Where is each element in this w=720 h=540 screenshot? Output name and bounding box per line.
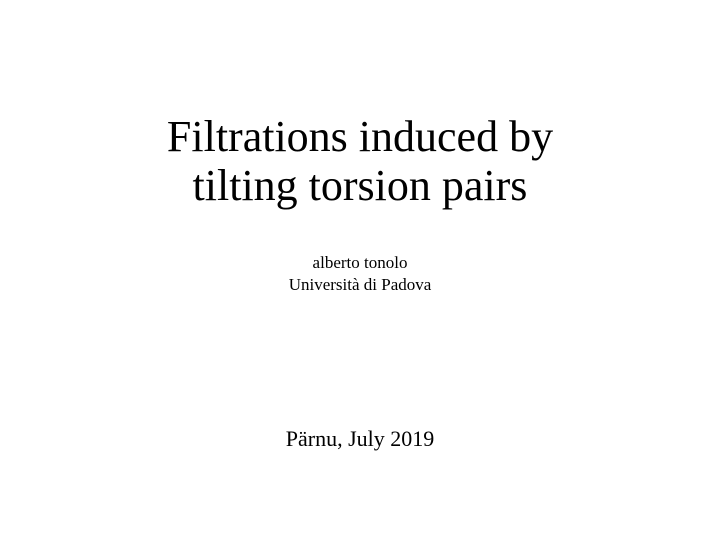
title-block: Filtrations induced by tilting torsion p… bbox=[0, 112, 720, 211]
slide-container: Filtrations induced by tilting torsion p… bbox=[0, 0, 720, 540]
title-line-2: tilting torsion pairs bbox=[0, 161, 720, 210]
venue-text: Pärnu, July 2019 bbox=[0, 426, 720, 452]
author-name: alberto tonolo bbox=[0, 252, 720, 274]
venue-block: Pärnu, July 2019 bbox=[0, 426, 720, 452]
author-block: alberto tonolo Università di Padova bbox=[0, 252, 720, 296]
author-affiliation: Università di Padova bbox=[0, 274, 720, 296]
title-line-1: Filtrations induced by bbox=[0, 112, 720, 161]
